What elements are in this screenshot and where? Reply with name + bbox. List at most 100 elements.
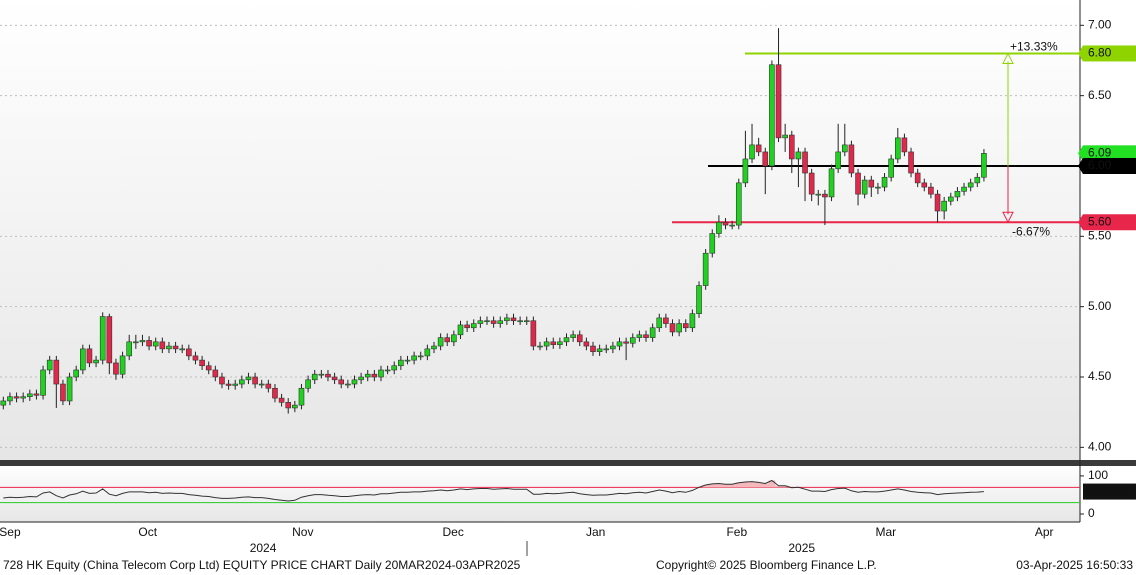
candle-body (802, 151, 808, 174)
candle-body (232, 383, 239, 386)
candle-body (212, 369, 219, 378)
candle-body (835, 151, 841, 170)
candle-body (901, 137, 908, 153)
candle-body (855, 172, 861, 195)
candle-body (755, 144, 762, 153)
candle-body (576, 334, 583, 343)
candle-body (682, 323, 689, 329)
candle-body (848, 144, 855, 174)
y-tick-label: 6.50 (1088, 88, 1112, 102)
price-box-label: 5.60 (1088, 214, 1112, 228)
candle-body (517, 320, 523, 323)
x-tick-label: Jan (586, 525, 605, 539)
candle-body (477, 320, 484, 324)
candle-body (285, 402, 292, 409)
candle-body (199, 359, 205, 367)
y-tick-label: 5.50 (1088, 229, 1112, 243)
candle-body (822, 193, 828, 198)
rsi-line (3, 479, 984, 502)
candle-body (378, 369, 384, 378)
candle-body (769, 64, 775, 167)
candle-body (583, 341, 590, 347)
candle-body (20, 396, 26, 399)
candle-body (735, 182, 742, 226)
candle-body (504, 317, 510, 322)
candle-body (563, 337, 570, 343)
candle-body (404, 359, 411, 362)
candle-body (398, 359, 404, 367)
candle-body (152, 341, 159, 347)
candle-body (417, 355, 424, 358)
candle-body (696, 285, 702, 315)
candle-body (610, 345, 616, 350)
rsi-box-label: 58.9016 (1086, 484, 1130, 498)
candle-body (788, 134, 795, 160)
x-tick-label: Dec (443, 525, 464, 539)
candle-body (258, 383, 265, 386)
candle-body (828, 168, 835, 198)
price-box-pointer (1078, 45, 1083, 62)
candle-body (7, 396, 13, 402)
price-box-label: 6.00 (1088, 158, 1112, 172)
candle-body (941, 200, 947, 212)
candle-body (762, 151, 769, 167)
candle-body (490, 320, 497, 324)
candle-body (371, 373, 378, 378)
candle-body (139, 340, 146, 343)
candle-body (616, 341, 623, 347)
candle-body (649, 327, 656, 338)
candle-body (921, 182, 928, 188)
rsi-tick-label: 100 (1088, 468, 1108, 482)
candle-body (523, 320, 530, 323)
candle-body (894, 137, 901, 160)
candle-body (265, 383, 272, 389)
candle-body (623, 341, 629, 344)
candle-body (510, 317, 517, 322)
candle-body (961, 186, 967, 192)
candle-body (861, 179, 868, 195)
candle-body (676, 323, 682, 333)
candle-body (424, 348, 431, 357)
candle-body (411, 355, 417, 361)
price-box-label: 6.09 (1088, 146, 1112, 160)
candle-body (629, 337, 636, 344)
candle-body (205, 365, 212, 371)
annotation: -6.67% (1012, 224, 1050, 238)
candle-body (192, 355, 199, 361)
candle-body (331, 376, 338, 381)
candle-body (13, 396, 20, 399)
candle-body (908, 151, 914, 174)
candle-body (815, 193, 822, 196)
candle-body (808, 172, 815, 195)
candle-body (384, 369, 391, 372)
price-box (1083, 145, 1136, 162)
candle-body (358, 376, 364, 381)
candle-body (928, 186, 934, 195)
candle-body (298, 387, 305, 406)
candle-body (596, 348, 603, 352)
candle-body (106, 316, 113, 364)
candle-body (219, 376, 225, 385)
footer-right: 03-Apr-2025 16:50:33 (1016, 558, 1133, 572)
candle-body (841, 144, 848, 153)
price-box-pointer (1078, 145, 1083, 162)
candle-body (46, 359, 53, 371)
candle-body (252, 376, 258, 385)
y-tick-label: 4.00 (1088, 440, 1112, 454)
candle-body (742, 158, 749, 184)
year-label: 2025 (788, 541, 815, 555)
candle-body (351, 379, 358, 385)
candle-body (729, 224, 735, 227)
price-box (1083, 214, 1136, 231)
candle-body (437, 337, 444, 347)
candle-body (689, 313, 696, 329)
candle-body (40, 369, 46, 396)
candle-body (166, 345, 172, 350)
candle-body (947, 196, 954, 202)
candle-body (80, 348, 86, 371)
candle-body (93, 359, 99, 364)
candle-body (60, 383, 66, 402)
candle-body (782, 134, 788, 139)
candle-body (53, 359, 60, 385)
